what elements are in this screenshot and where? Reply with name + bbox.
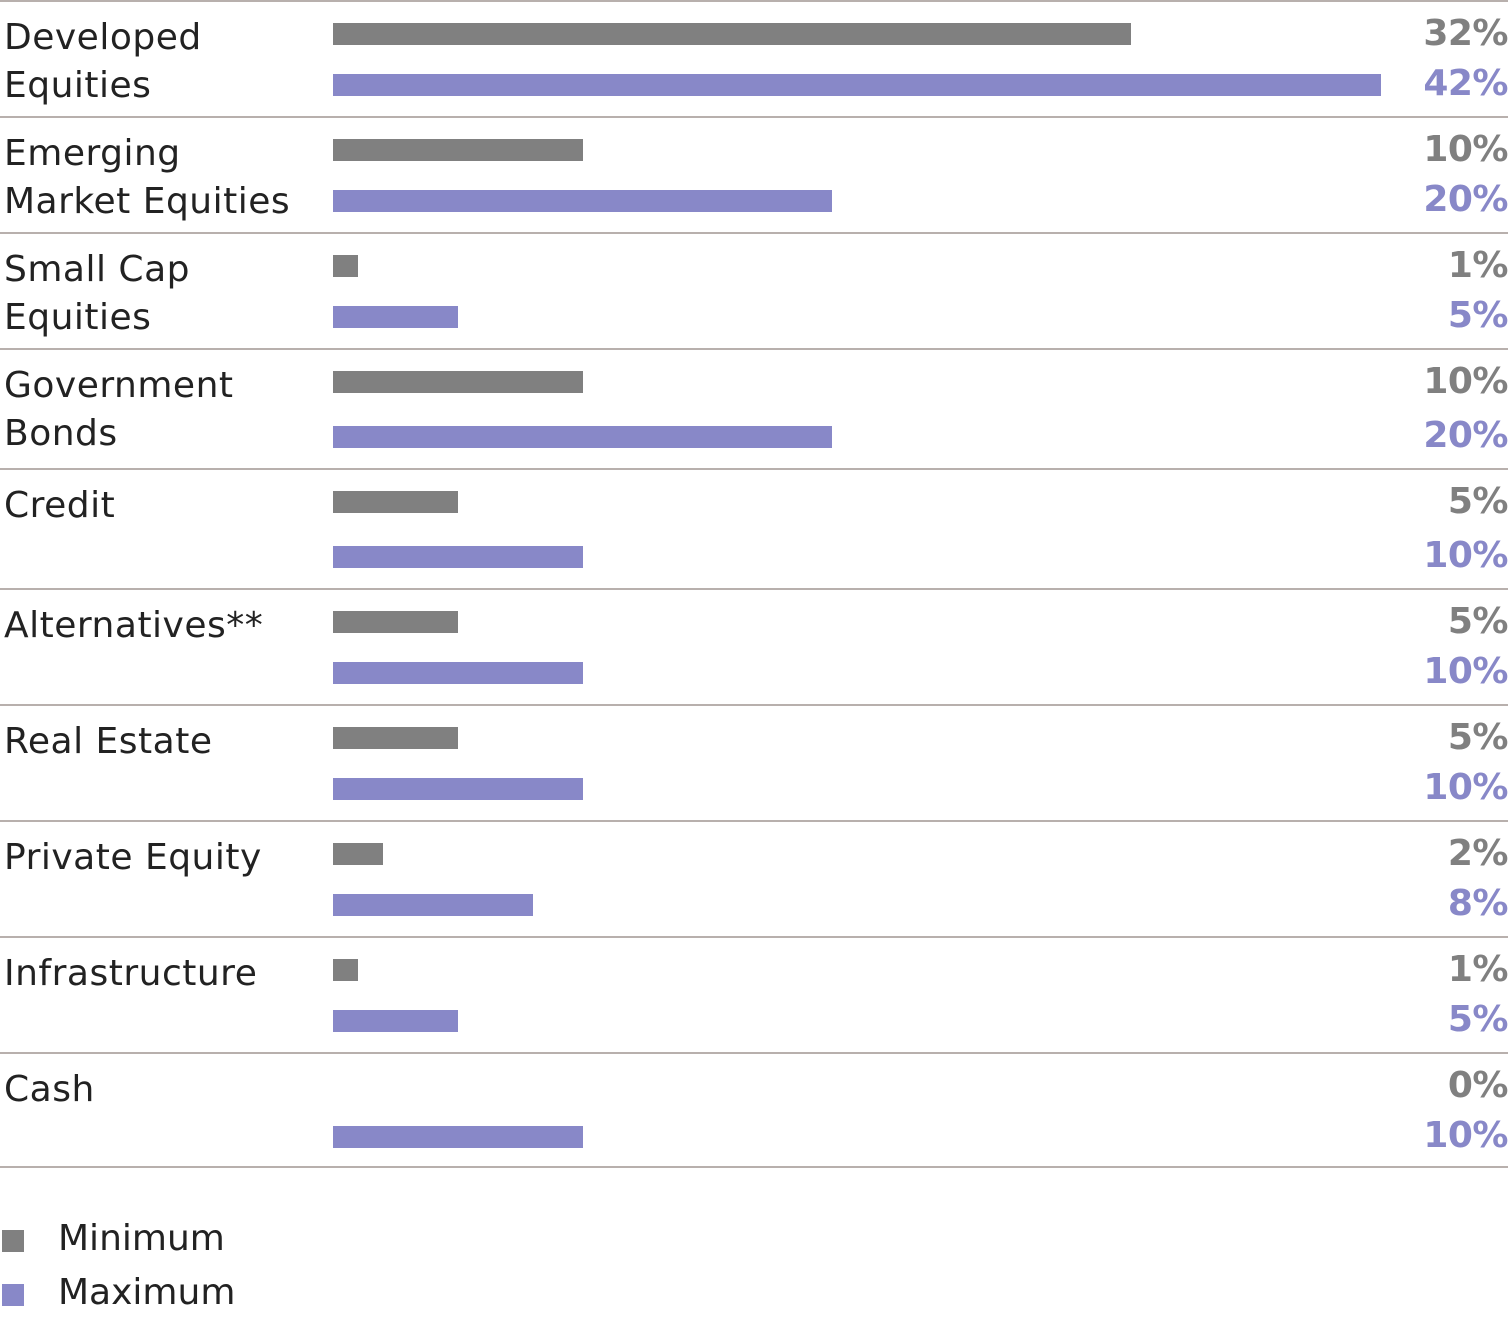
category-label-line: Emerging [4,133,181,174]
category-label-line: Alternatives** [4,605,264,646]
bar-maximum [333,662,583,684]
value-label-minimum: 5% [1447,717,1508,758]
bar-maximum [333,306,458,328]
value-label-maximum: 10% [1423,651,1508,692]
bar-maximum [333,74,1381,96]
value-label-minimum: 1% [1447,245,1508,286]
chart-row: Emerging Market Equities 10% 20% [0,116,1508,232]
chart-row: Infrastructure 1% 5% [0,936,1508,1052]
value-label-minimum: 5% [1447,481,1508,522]
legend-label-minimum: Minimum [58,1218,225,1259]
bar-minimum [333,727,458,749]
category-label: Cash [4,1066,324,1114]
chart-row: Credit 5% 10% [0,468,1508,588]
category-label-line: Credit [4,485,116,526]
allocation-bar-chart: Developed Equities 32% 42% Emerging Market Eq… [0,0,1508,1168]
legend-item-minimum: Minimum [0,1216,400,1266]
bar-maximum [333,546,583,568]
chart-row: Government Bonds 10% 20% [0,348,1508,468]
legend-swatch-minimum [2,1230,24,1252]
legend-item-maximum: Maximum [0,1270,400,1320]
category-label: Infrastructure [4,950,324,998]
category-label-line: Developed [4,17,202,58]
value-label-minimum: 10% [1423,129,1508,170]
category-label-line: Bonds [4,413,118,454]
value-label-minimum: 5% [1447,601,1508,642]
category-label: Small Cap Equities [4,246,324,342]
category-label-line: Market Equities [4,181,291,222]
value-label-maximum: 5% [1447,295,1508,336]
chart-row: Real Estate 5% 10% [0,704,1508,820]
value-label-maximum: 42% [1423,63,1508,104]
value-label-minimum: 0% [1447,1065,1508,1106]
category-label-line: Equities [4,65,152,106]
bar-maximum [333,1010,458,1032]
bar-minimum [333,491,458,513]
bar-maximum [333,426,832,448]
value-label-maximum: 20% [1423,179,1508,220]
category-label: Private Equity [4,834,324,882]
chart-row: Small Cap Equities 1% 5% [0,232,1508,348]
category-label: Developed Equities [4,14,324,110]
category-label: Government Bonds [4,362,324,458]
chart-row: Alternatives** 5% 10% [0,588,1508,704]
legend-label-maximum: Maximum [58,1272,236,1313]
value-label-maximum: 10% [1423,767,1508,808]
legend-swatch-maximum [2,1284,24,1306]
bar-maximum [333,190,832,212]
category-label: Credit [4,482,324,530]
value-label-maximum: 8% [1447,883,1508,924]
chart-row: Private Equity 2% 8% [0,820,1508,936]
bar-maximum [333,778,583,800]
category-label: Alternatives** [4,602,324,650]
value-label-maximum: 20% [1423,415,1508,456]
bar-minimum [333,959,358,981]
bar-minimum [333,371,583,393]
chart-row: Cash 0% 10% [0,1052,1508,1168]
category-label-line: Government [4,365,234,406]
category-label-line: Cash [4,1069,95,1110]
category-label-line: Real Estate [4,721,213,762]
value-label-minimum: 2% [1447,833,1508,874]
value-label-maximum: 5% [1447,999,1508,1040]
chart-row: Developed Equities 32% 42% [0,0,1508,116]
bar-maximum [333,1126,583,1148]
bar-minimum [333,139,583,161]
category-label-line: Small Cap [4,249,190,290]
bar-minimum [333,611,458,633]
value-label-minimum: 32% [1423,13,1508,54]
bar-maximum [333,894,533,916]
bar-minimum [333,843,383,865]
category-label-line: Equities [4,297,152,338]
category-label: Real Estate [4,718,324,766]
value-label-maximum: 10% [1423,1115,1508,1156]
value-label-minimum: 1% [1447,949,1508,990]
category-label: Emerging Market Equities [4,130,324,226]
bar-minimum [333,23,1131,45]
bar-minimum [333,255,358,277]
category-label-line: Private Equity [4,837,262,878]
category-label-line: Infrastructure [4,953,258,994]
value-label-maximum: 10% [1423,535,1508,576]
value-label-minimum: 10% [1423,361,1508,402]
